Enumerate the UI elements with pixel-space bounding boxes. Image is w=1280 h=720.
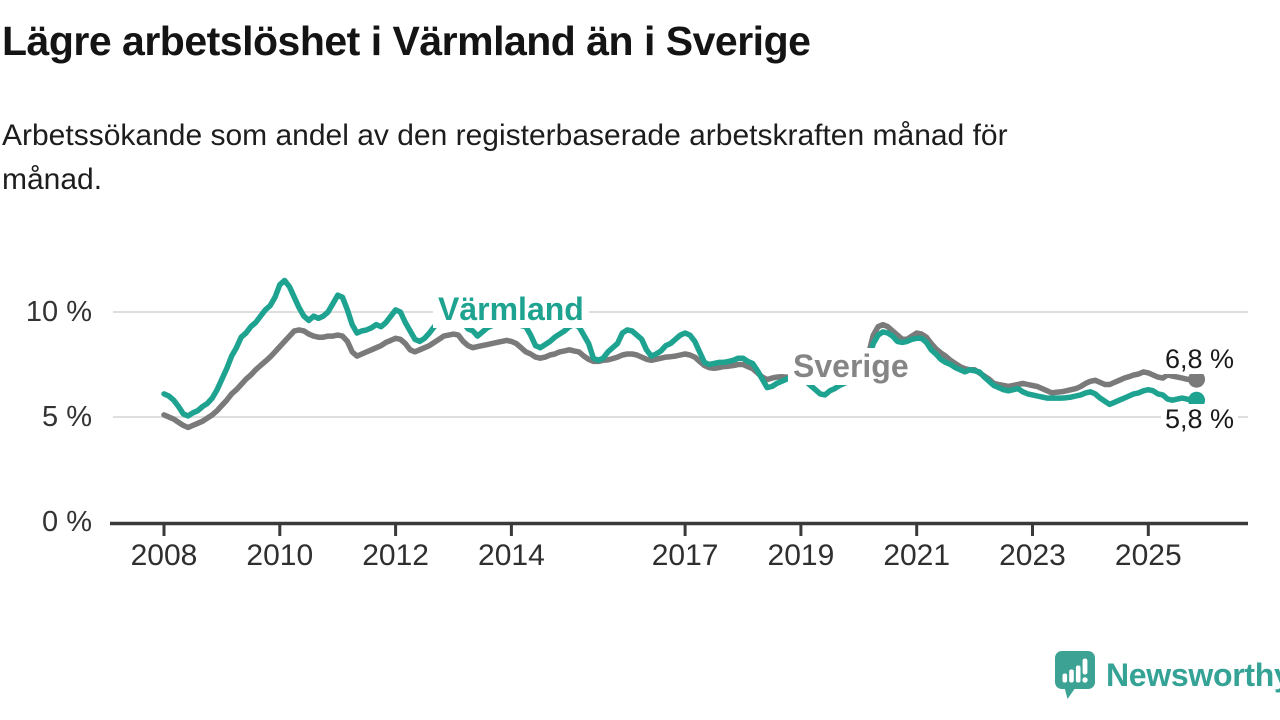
page-title: Lägre arbetslöshet i Värmland än i Sveri… [2, 18, 811, 64]
x-axis-label-2017: 2017 [651, 539, 719, 572]
x-axis-label-2021: 2021 [883, 539, 951, 572]
x-axis-label-2008: 2008 [130, 539, 198, 572]
sverige-end-value-label: 6,8 % [1161, 344, 1239, 374]
varmland-series-label: Värmland [433, 291, 589, 328]
newsworthy-logo: Newsworthy [1054, 650, 1280, 700]
sverige-series-label: Sverige [788, 348, 914, 385]
x-axis-label-2025: 2025 [1114, 539, 1182, 572]
subtitle-line-1: Arbetssökande som andel av den registerb… [2, 119, 1008, 152]
newsworthy-logo-icon [1055, 651, 1095, 699]
x-axis-label-2014: 2014 [478, 539, 545, 572]
x-axis-label-2010: 2010 [246, 539, 314, 572]
y-axis-label-5pct: 5 % [42, 401, 92, 433]
y-axis-label-10pct: 10 % [25, 296, 92, 328]
y-axis-label-0pct: 0 % [42, 506, 92, 538]
chart-subtitle: Arbetssökande som andel av den registerb… [2, 114, 1212, 202]
x-axis-label-2012: 2012 [362, 539, 429, 572]
subtitle-line-2: månad. [2, 163, 103, 196]
x-axis-label-2023: 2023 [999, 539, 1066, 572]
newsworthy-logo-text: Newsworthy [1106, 656, 1280, 693]
varmland-end-value-label: 5,8 % [1161, 404, 1239, 434]
x-axis-label-2019: 2019 [767, 539, 835, 572]
